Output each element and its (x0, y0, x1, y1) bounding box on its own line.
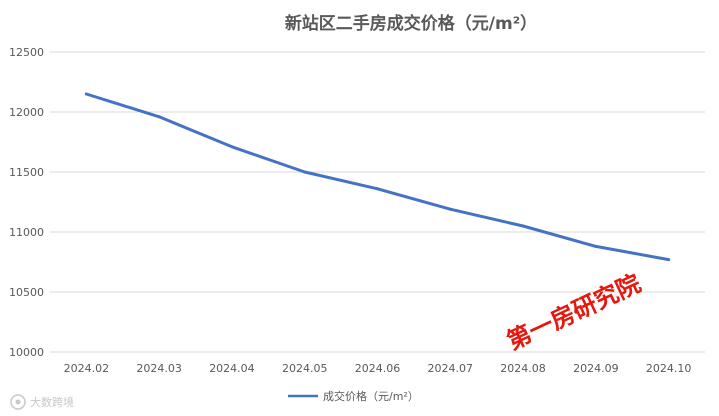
series-line (84, 92, 671, 262)
grid (50, 51, 705, 353)
x-tick-label: 2024.07 (428, 362, 474, 375)
data-point (448, 207, 452, 211)
data-point (157, 115, 161, 119)
x-axis-ticks: 2024.02 2024.03 2024.04 2024.05 2024.06 2024.… (64, 362, 692, 375)
y-tick-label: 10000 (9, 346, 44, 359)
x-tick-label: 2024.09 (573, 362, 619, 375)
y-tick-label: 12500 (9, 46, 44, 59)
camera-logo-icon (10, 394, 26, 410)
data-point (376, 187, 379, 191)
data-point (667, 258, 671, 262)
y-axis-ticks: 10000 10500 11000 11500 12000 12500 (9, 46, 44, 359)
data-point (230, 145, 234, 149)
data-point (303, 170, 307, 174)
x-tick-label: 2024.10 (646, 362, 692, 375)
y-tick-label: 11500 (9, 166, 44, 179)
y-tick-label: 10500 (9, 286, 44, 299)
corner-logo-text: 大数跨境 (30, 395, 74, 409)
x-tick-label: 2024.03 (136, 362, 182, 375)
x-tick-label: 2024.06 (355, 362, 401, 375)
x-tick-label: 2024.05 (282, 362, 328, 375)
legend-label: 成交价格（元/m²） (323, 389, 419, 403)
x-tick-label: 2024.04 (209, 362, 255, 375)
x-tick-label: 2024.02 (64, 362, 110, 375)
chart-title: 新站区二手房成交价格（元/m²） (285, 13, 537, 34)
x-tick-label: 2024.08 (500, 362, 546, 375)
legend: 成交价格（元/m²） (288, 389, 419, 403)
data-point (521, 224, 525, 228)
data-point (594, 244, 598, 248)
data-point (84, 92, 88, 96)
series (84, 92, 671, 262)
watermark: 第一房研究院 (503, 269, 645, 355)
y-tick-label: 11000 (9, 226, 44, 239)
y-tick-label: 12000 (9, 106, 44, 119)
corner-logo: 大数跨境 (10, 394, 74, 410)
